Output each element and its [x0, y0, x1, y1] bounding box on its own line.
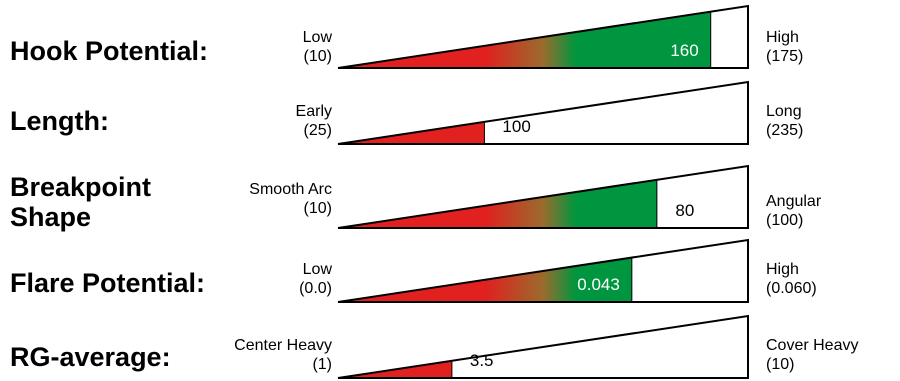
low-end-value: (10): [303, 200, 332, 217]
low-end-label: Smooth Arc (10): [249, 180, 332, 218]
wedge-outline: [337, 80, 749, 145]
value-label: 100: [502, 117, 530, 136]
high-end-label: Cover Heavy (10): [766, 336, 858, 374]
high-end-name: High: [766, 261, 799, 278]
low-end-label: Early (25): [296, 102, 332, 140]
metric-flare-potential: Flare Potential: Low (0.0) 0.043 High (0…: [0, 228, 900, 304]
low-end-value: (25): [303, 122, 332, 139]
high-end-label: High (0.060): [766, 260, 817, 298]
range-wedge: 100: [337, 80, 749, 145]
wedge-outline: [337, 4, 749, 69]
metric-title: Length:: [10, 106, 109, 136]
value-fill: [338, 360, 452, 378]
metric-title-line: Shape: [10, 202, 92, 232]
high-end-name: Angular: [766, 193, 822, 210]
low-end-name: Low: [302, 29, 332, 46]
low-end-value: (0.0): [299, 280, 332, 297]
high-end-label: Long (235): [766, 102, 803, 140]
metric-hook-potential: Hook Potential: Low (10) 160 High (175): [0, 0, 900, 76]
high-end-value: (0.060): [766, 280, 817, 297]
range-wedge: 80: [337, 164, 749, 229]
metric-length: Length: Early (25) 100 Long (235): [0, 76, 900, 152]
high-end-value: (10): [766, 356, 795, 373]
high-end-value: (100): [766, 212, 804, 229]
metric-breakpoint-shape: Breakpoint Shape Smooth Arc (10) 80 Angu…: [0, 152, 900, 232]
low-end-name: Low: [302, 261, 332, 278]
low-end-name: Center Heavy: [234, 337, 332, 354]
low-end-name: Early: [295, 103, 332, 120]
metric-title-line: Hook Potential:: [10, 36, 209, 66]
low-end-name: Smooth Arc: [249, 181, 332, 198]
low-end-label: Center Heavy (1): [234, 336, 332, 374]
value-label: 0.043: [577, 275, 620, 294]
high-end-value: (175): [766, 48, 804, 65]
metric-title: Breakpoint Shape: [10, 172, 151, 232]
high-end-value: (235): [766, 122, 804, 139]
metric-title-line: RG-average:: [10, 342, 171, 372]
value-label: 3.5: [470, 351, 494, 370]
high-end-name: Long: [766, 103, 802, 120]
value-label: 160: [670, 41, 698, 60]
metric-title-line: Length:: [10, 106, 109, 136]
low-end-value: (1): [312, 356, 332, 373]
metric-title-line: Flare Potential:: [10, 268, 206, 298]
metric-title-line: Breakpoint: [10, 172, 152, 202]
wedge-outline: [337, 238, 749, 303]
high-end-label: High (175): [766, 28, 803, 66]
low-end-value: (10): [303, 48, 332, 65]
value-label: 80: [675, 201, 694, 220]
high-end-label: Angular (100): [766, 192, 821, 230]
low-end-label: Low (10): [303, 28, 332, 66]
wedge-outline: [337, 314, 749, 379]
metric-title: Hook Potential:: [10, 36, 208, 66]
metric-title: RG-average:: [10, 342, 171, 372]
wedge-outline: [337, 164, 749, 229]
low-end-label: Low (0.0): [299, 260, 332, 298]
high-end-name: Cover Heavy: [766, 337, 859, 354]
range-wedge: 0.043: [337, 238, 749, 303]
metric-title: Flare Potential:: [10, 268, 205, 298]
range-wedge: 3.5: [337, 314, 749, 379]
range-wedge: 160: [337, 4, 749, 69]
metric-rg-average: RG-average: Center Heavy (1) 3.5 Cover H…: [0, 304, 900, 381]
high-end-name: High: [766, 29, 799, 46]
